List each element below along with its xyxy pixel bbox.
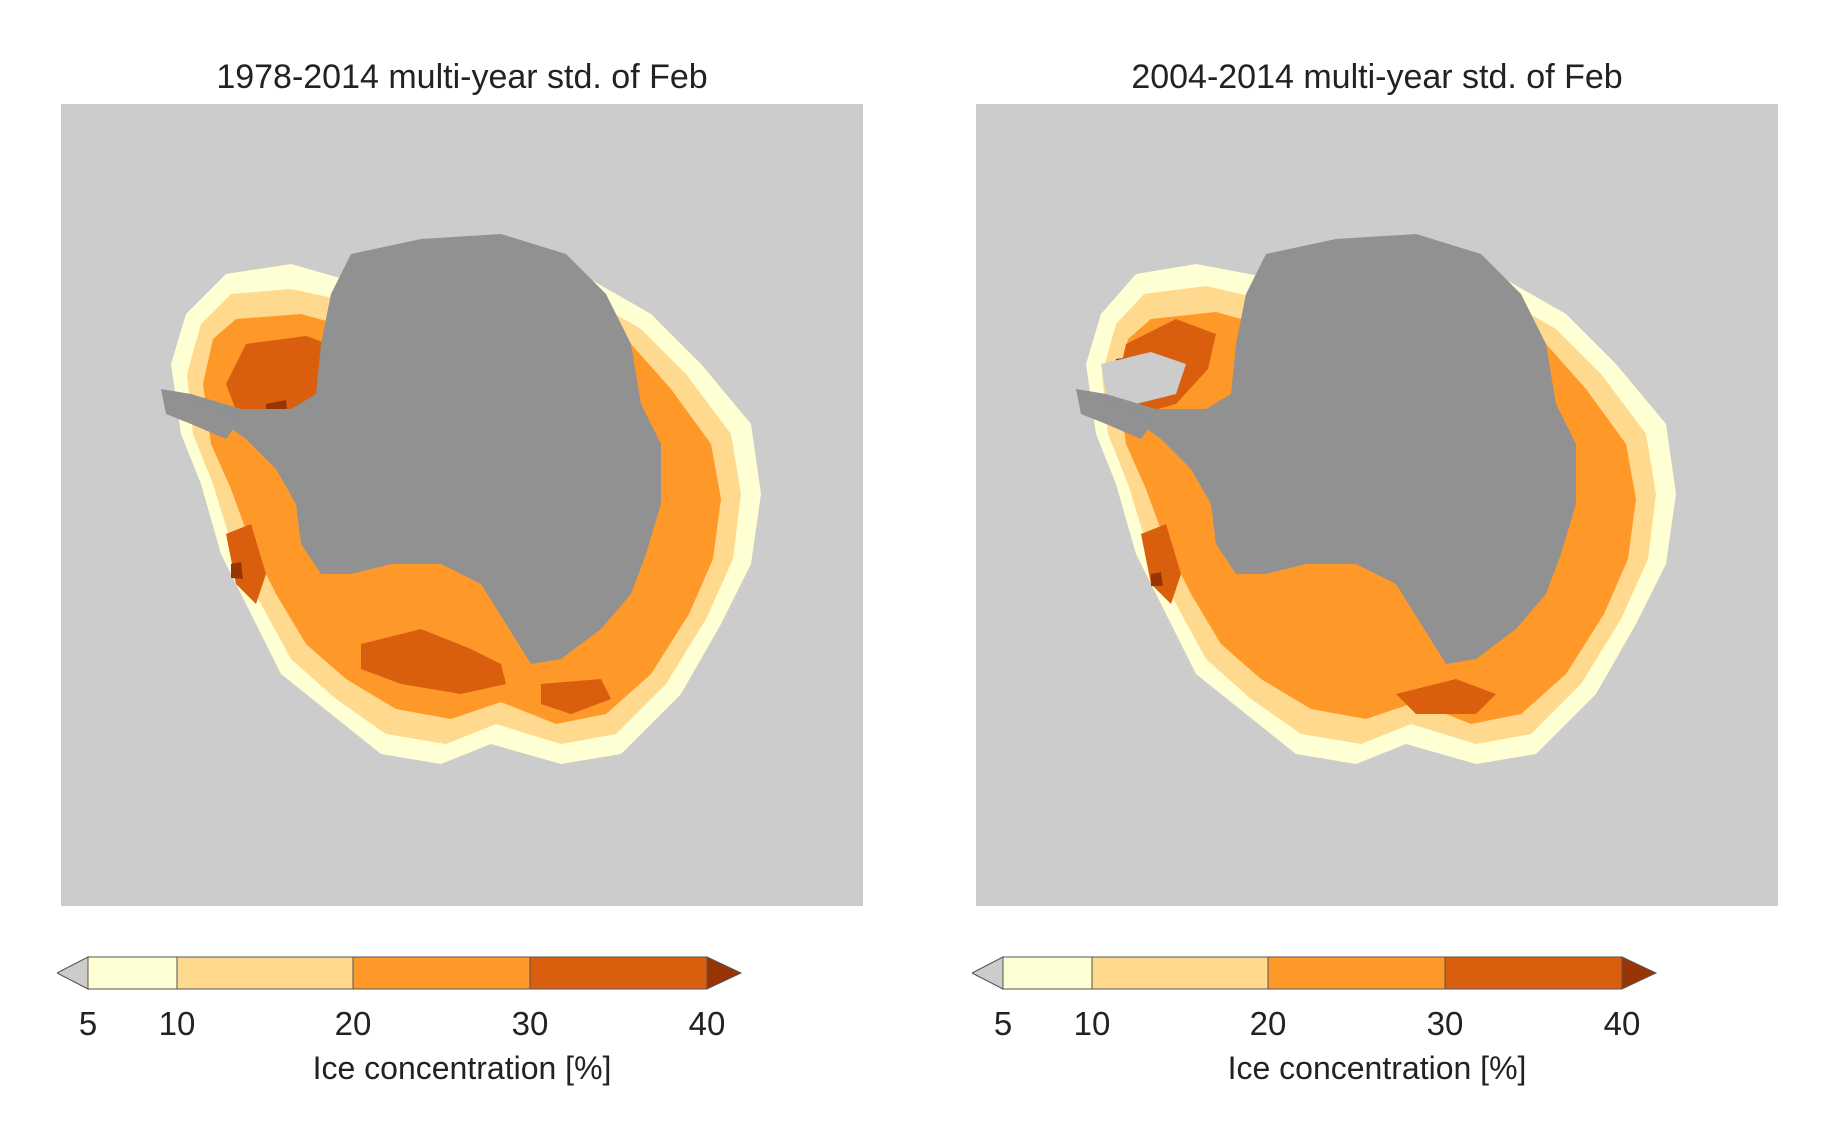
ice-std-30-40 [1396, 679, 1496, 714]
antarctic-map [976, 104, 1778, 906]
colorbar-label: Ice concentration [%] [312, 1050, 612, 1086]
colorbar-tick: 40 [688, 1005, 726, 1042]
colorbar-tick: 40 [1603, 1005, 1641, 1042]
antarctic-peninsula-land [1076, 389, 1156, 439]
map-panel-1978-2014: 1978-2014 multi-year std. of Feb 5 10 20… [57, 0, 867, 1146]
colorbar-bin-5-10 [1002, 956, 1093, 990]
colorbar-over-triangle [1621, 956, 1658, 990]
colorbar-tick: 5 [78, 1005, 98, 1042]
colorbar-bin-30-40 [1444, 956, 1623, 990]
colorbar-tick: 20 [334, 1005, 372, 1042]
colorbar-bin-10-20 [176, 956, 354, 990]
colorbar-bin-5-10 [87, 956, 178, 990]
colorbar-under-triangle [57, 956, 89, 990]
colorbar-tick: 30 [1426, 1005, 1464, 1042]
panel-title: 2004-2014 multi-year std. of Feb [1131, 58, 1623, 96]
ice-std-30-40 [361, 629, 506, 694]
ice-std-above-40 [231, 562, 243, 579]
colorbar [972, 956, 1658, 990]
ice-std-30-40 [226, 524, 266, 604]
antarctic-map [61, 104, 863, 906]
colorbar-bin-10-20 [1091, 956, 1269, 990]
colorbar-tick: 10 [1073, 1005, 1111, 1042]
colorbar-over-triangle [706, 956, 743, 990]
colorbar-label: Ice concentration [%] [1227, 1050, 1527, 1086]
antarctica-land [1076, 234, 1576, 664]
ice-std-30-40 [541, 679, 611, 714]
colorbar-tick: 5 [993, 1005, 1013, 1042]
map-panel-2004-2014: 2004-2014 multi-year std. of Feb 5 10 20… [972, 0, 1782, 1146]
colorbar-under-triangle [972, 956, 1004, 990]
colorbar-tick: 20 [1249, 1005, 1287, 1042]
antarctica-land [161, 234, 661, 664]
colorbar-tick: 10 [158, 1005, 196, 1042]
panel-title: 1978-2014 multi-year std. of Feb [216, 58, 708, 96]
colorbar-bin-30-40 [529, 956, 708, 990]
antarctic-peninsula-land [161, 389, 241, 439]
colorbar [57, 956, 743, 990]
ice-std-above-40 [1151, 572, 1163, 586]
ice-std-below-5 [1101, 352, 1186, 404]
colorbar-tick: 30 [511, 1005, 549, 1042]
colorbar-bin-20-30 [352, 956, 531, 990]
colorbar-bin-20-30 [1267, 956, 1446, 990]
